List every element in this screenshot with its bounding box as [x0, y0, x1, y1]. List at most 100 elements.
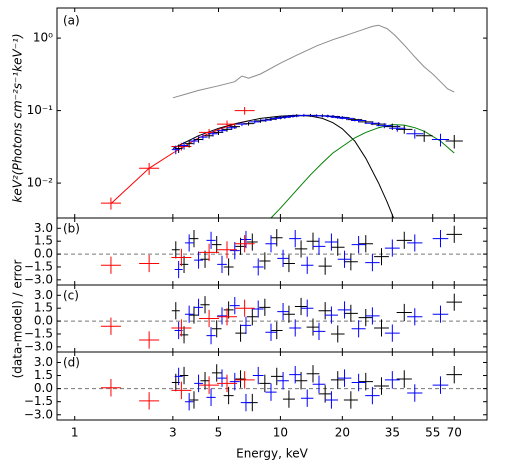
x-tick-label: 3	[169, 426, 177, 440]
y-tick-label: −1.5	[24, 326, 53, 340]
data-point	[318, 257, 332, 275]
panel-label: (b)	[63, 222, 80, 236]
data-point	[358, 372, 373, 391]
data-point	[384, 239, 400, 257]
data-point	[446, 293, 463, 311]
panel-label: (a)	[63, 14, 80, 28]
y-tick-label: 3.0	[34, 355, 53, 369]
data-point	[179, 366, 189, 385]
data-point	[246, 308, 258, 326]
data-point	[312, 375, 326, 393]
data-point	[265, 323, 277, 341]
data-point	[351, 236, 366, 254]
data-point	[306, 318, 320, 336]
data-point	[100, 379, 121, 397]
data-point	[265, 383, 277, 401]
data-point	[199, 376, 220, 394]
x-tick-label: 1	[71, 426, 79, 440]
data-point	[432, 376, 449, 394]
data-point	[229, 372, 240, 391]
data-point	[343, 304, 358, 322]
data-point	[289, 230, 302, 248]
data-point	[217, 128, 228, 134]
data-point	[259, 252, 271, 270]
x-tick-label: 20	[335, 426, 350, 440]
data-point	[396, 125, 413, 134]
data-point	[139, 254, 160, 273]
data-point	[374, 377, 389, 395]
data-point	[339, 116, 355, 121]
data-point	[445, 135, 463, 149]
data-point	[171, 241, 180, 259]
data-point	[432, 305, 449, 323]
data-point	[223, 386, 234, 405]
panel-frame	[56, 217, 488, 286]
data-point	[217, 369, 227, 387]
data-point	[343, 253, 358, 271]
y-tick-label: 10⁰	[33, 31, 53, 45]
y-tick-label: −3.0	[24, 339, 53, 353]
data-point	[351, 373, 366, 392]
data-point	[376, 123, 393, 129]
data-point	[171, 248, 192, 267]
data-point	[211, 364, 222, 382]
panel-label: (d)	[63, 356, 80, 370]
data-point	[337, 250, 352, 268]
y-tick-label: −1.5	[24, 259, 53, 273]
y-tick-label: 0.0	[34, 314, 53, 328]
data-point	[235, 237, 246, 255]
data-point	[217, 308, 238, 326]
data-point	[351, 118, 367, 123]
data-point	[337, 301, 352, 319]
model-line	[172, 114, 395, 218]
data-point	[396, 231, 412, 249]
data-point	[446, 225, 463, 243]
x-tick-label: 55	[425, 426, 440, 440]
data-point	[211, 236, 222, 254]
data-point	[365, 386, 380, 405]
data-point	[200, 296, 210, 314]
data-point	[396, 303, 412, 322]
model-line	[172, 24, 455, 99]
data-point	[249, 120, 261, 124]
data-point	[226, 125, 237, 130]
data-point	[282, 254, 295, 273]
data-point	[396, 370, 412, 388]
data-point	[200, 372, 210, 390]
y-tick-label: 10⁻²	[27, 176, 54, 190]
data-point	[100, 197, 121, 210]
data-point	[289, 365, 302, 384]
data-point	[223, 258, 234, 276]
data-point	[184, 305, 194, 323]
data-point	[446, 365, 463, 384]
data-point	[324, 391, 339, 409]
data-point	[171, 319, 192, 337]
y-tick-label: 3.0	[34, 288, 53, 302]
data-point	[270, 321, 283, 340]
data-point	[208, 131, 218, 137]
data-point	[235, 324, 246, 342]
data-point	[270, 229, 283, 247]
data-point	[324, 233, 339, 251]
data-point	[194, 374, 203, 393]
data-point	[259, 374, 271, 393]
data-point	[277, 249, 289, 267]
data-point	[318, 302, 332, 320]
data-point	[265, 235, 277, 253]
data-point	[312, 237, 326, 255]
data-point	[240, 393, 252, 412]
panel-frame	[56, 351, 488, 421]
data-point	[223, 301, 234, 319]
panel-label: (c)	[63, 289, 79, 303]
data-point	[374, 319, 389, 337]
data-point	[330, 238, 345, 256]
data-point	[337, 369, 352, 387]
data-point	[100, 256, 121, 274]
data-point	[206, 388, 216, 407]
data-point	[407, 234, 423, 252]
data-point	[406, 129, 424, 139]
data-point	[278, 115, 291, 119]
data-point	[194, 298, 203, 316]
data-point	[240, 316, 252, 334]
data-point	[432, 230, 449, 248]
